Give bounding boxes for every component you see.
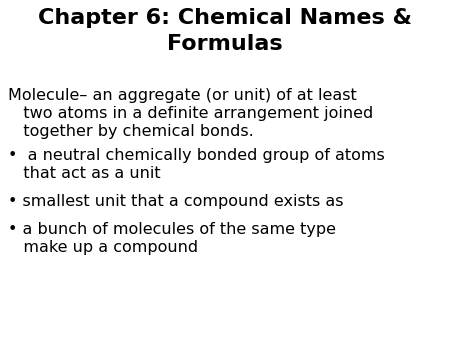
Text: two atoms in a definite arrangement joined: two atoms in a definite arrangement join… xyxy=(8,106,373,121)
Text: • a bunch of molecules of the same type: • a bunch of molecules of the same type xyxy=(8,222,336,237)
Text: • smallest unit that a compound exists as: • smallest unit that a compound exists a… xyxy=(8,194,343,209)
Text: Molecule– an aggregate (or unit) of at least: Molecule– an aggregate (or unit) of at l… xyxy=(8,88,357,103)
Text: together by chemical bonds.: together by chemical bonds. xyxy=(8,124,254,139)
Text: that act as a unit: that act as a unit xyxy=(8,166,161,181)
Text: Chapter 6: Chemical Names &
Formulas: Chapter 6: Chemical Names & Formulas xyxy=(38,8,412,54)
Text: •  a neutral chemically bonded group of atoms: • a neutral chemically bonded group of a… xyxy=(8,148,385,163)
Text: make up a compound: make up a compound xyxy=(8,240,198,255)
